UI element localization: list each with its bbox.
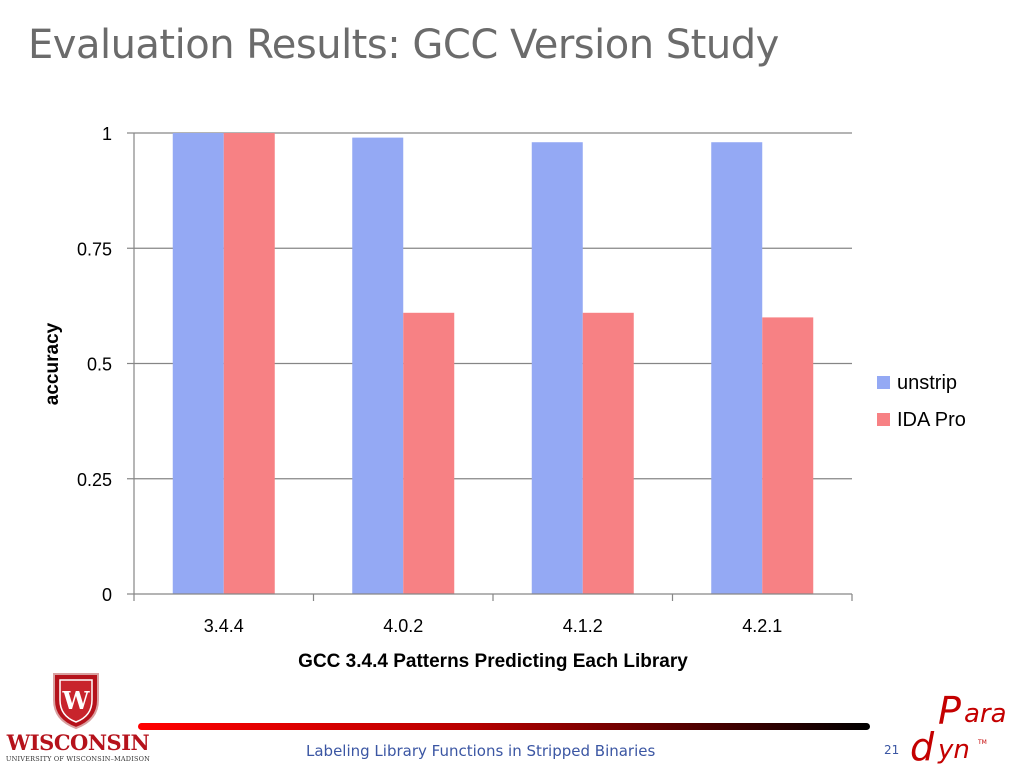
y-axis-label: accuracy [42,322,63,405]
svg-text:yn: yn [937,735,970,764]
x-axis-label: GCC 3.4.4 Patterns Predicting Each Libra… [298,651,688,672]
legend: unstrip IDA Pro [877,372,966,431]
uw-logo-subtitle: UNIVERSITY OF WISCONSIN–MADISON [5,755,151,763]
svg-text:d: d [910,725,935,764]
svg-text:P: P [938,690,961,733]
bar [223,133,275,594]
bar [711,142,763,594]
x-tick-label: 4.2.1 [742,616,782,636]
bar [762,317,814,594]
legend-swatch [877,376,890,389]
x-tick-label: 4.1.2 [563,616,603,636]
legend-label: IDA Pro [897,409,966,431]
slide-title: Evaluation Results: GCC Version Study [28,22,779,68]
footer-text: Labeling Library Functions in Stripped B… [306,742,656,760]
svg-text:TM: TM [977,739,987,746]
svg-text:W: W [62,686,91,715]
svg-text:ara: ara [964,699,1007,729]
bar [403,312,455,594]
x-tick-label: 3.4.4 [204,616,244,636]
legend-label: unstrip [897,372,957,394]
uw-logo-name: WISCONSIN [6,730,150,755]
y-tick-label: 1 [102,124,112,144]
uw-crest-icon: W [53,673,99,730]
bar [582,312,634,594]
bar [531,142,583,594]
bar-chart: 0 0.25 0.5 0.75 1 3.4.4 4.0.2 4.1.2 4.2.1 GCC 3.… [42,124,966,672]
paradyn-logo-icon: P ara d yn TM [910,690,1007,764]
page-number: 21 [884,743,900,757]
x-tick-label: 4.0.2 [383,616,423,636]
footer-divider [138,723,870,730]
y-tick-label: 0.75 [77,239,112,259]
bar [172,133,224,594]
y-tick-label: 0.5 [87,355,112,375]
axes: 0 0.25 0.5 0.75 1 3.4.4 4.0.2 4.1.2 4.2.1 [77,124,853,636]
y-tick-label: 0 [102,585,112,605]
bar [352,137,404,595]
bars [172,133,814,595]
legend-swatch [877,413,890,426]
y-tick-label: 0.25 [77,470,112,490]
